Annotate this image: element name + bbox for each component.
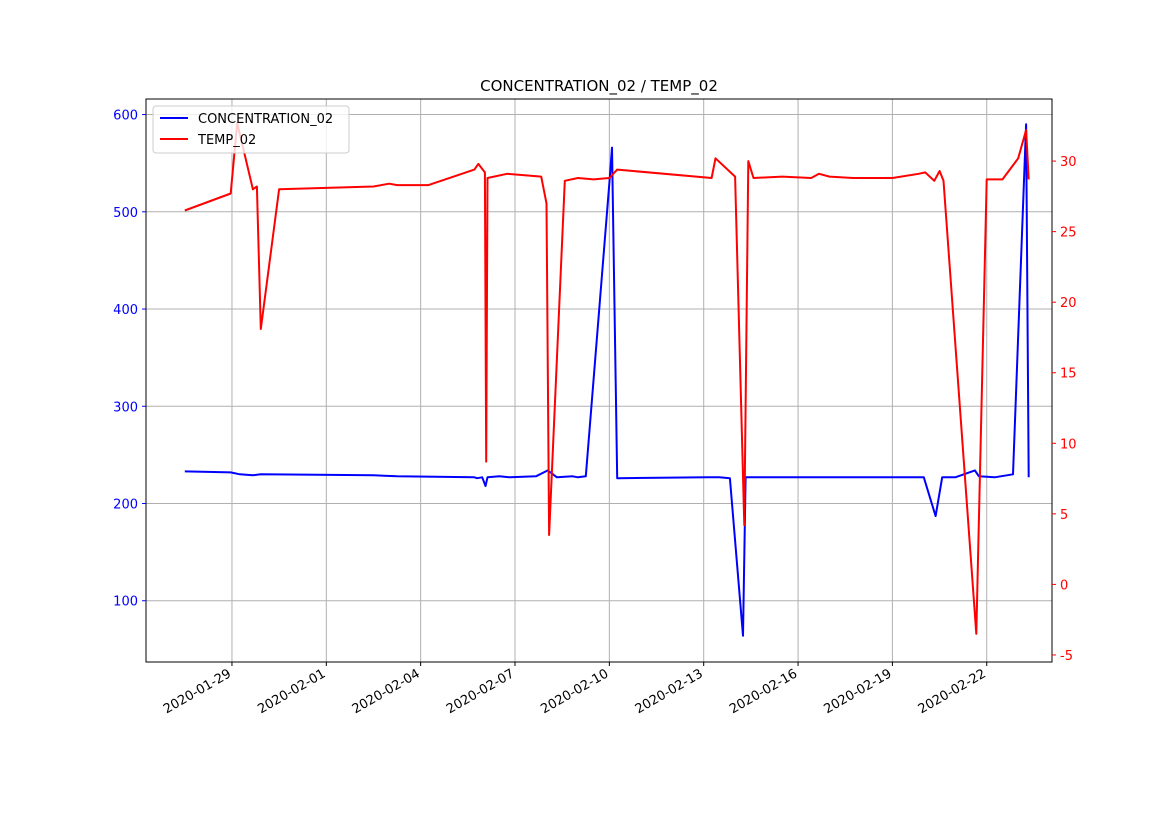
y-left-tick-label: 500 bbox=[113, 206, 138, 221]
legend-label-temp: TEMP_02 bbox=[197, 133, 256, 148]
y-left-tick-label: 300 bbox=[113, 400, 138, 415]
y-right-tick-label: 25 bbox=[1060, 226, 1077, 241]
series-layer bbox=[184, 122, 1030, 637]
y-right-tick-label: 5 bbox=[1060, 508, 1068, 523]
legend-label-concentration: CONCENTRATION_02 bbox=[198, 112, 333, 127]
y-left-tick-label: 200 bbox=[113, 498, 138, 513]
y-right-tick-label: 0 bbox=[1060, 578, 1068, 593]
y-right-tick-label: 20 bbox=[1060, 296, 1077, 311]
plot-frame bbox=[145, 98, 1053, 663]
y-right-tick-label: 10 bbox=[1060, 437, 1077, 452]
legend-box bbox=[152, 105, 350, 154]
y-left-tick-label: 400 bbox=[113, 303, 138, 318]
y-right-tick-label: 30 bbox=[1060, 155, 1077, 170]
y-right-tick-label: 15 bbox=[1060, 367, 1077, 382]
y-left-tick-label: 100 bbox=[113, 595, 138, 610]
y-right-tick-label: -5 bbox=[1060, 649, 1073, 664]
concentration-02-line bbox=[184, 123, 1030, 637]
temp-02-line bbox=[184, 122, 1030, 635]
chart-title: CONCENTRATION_02 / TEMP_02 bbox=[480, 77, 718, 96]
legend: CONCENTRATION_02 TEMP_02 bbox=[152, 105, 350, 154]
y-left-tick-label: 600 bbox=[113, 109, 138, 124]
